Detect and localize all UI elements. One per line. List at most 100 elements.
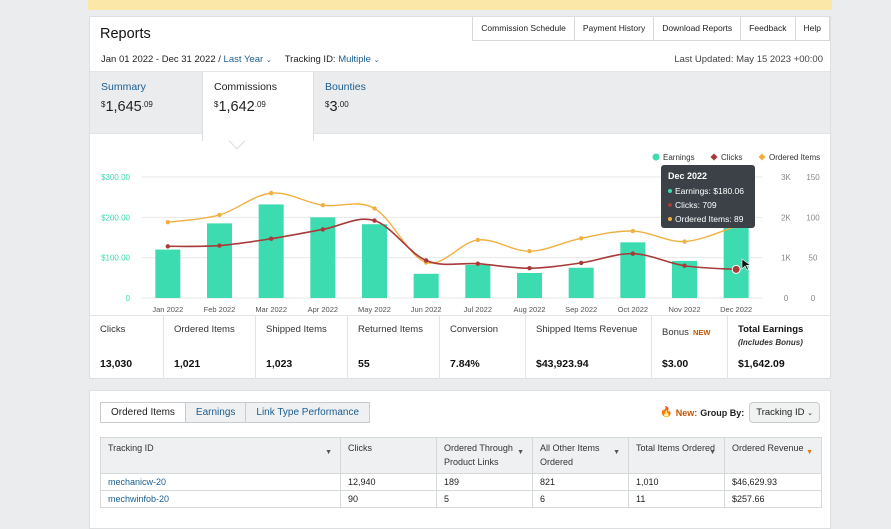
tab-amount: $1,645.09 [101,99,153,115]
stat-returned-items: Returned Items 55 [348,316,440,379]
col-clicks[interactable]: Clicks [340,437,437,474]
clicks-point [475,261,481,266]
stat-label: Conversion [450,324,499,335]
page-title: Reports [100,26,151,42]
stats-row: Clicks 13,030 Ordered Items 1,021 Shipped It… [90,315,830,379]
legend-label: Earnings [663,153,695,162]
stat-value: $3.00 [662,358,689,370]
commission-schedule-button[interactable]: Commission Schedule [472,17,575,41]
tab-amount: $3.00 [325,99,349,115]
clicks-point [527,265,532,271]
ordered-items-point [165,219,171,225]
earnings-bar [362,224,387,298]
table-row: mechanicw-20 12,940 189 821 1,010 $46,629.93 [100,473,822,491]
tab-amount: $1,642.09 [214,99,266,115]
earnings-bar [258,204,284,298]
tab-dollars: 3 [329,99,338,115]
stat-ordered-items: Ordered Items 1,021 [164,316,256,379]
table-cell: 90 [340,490,437,508]
tab-cents: 09 [256,100,266,109]
y-right-clicks-tick-label: 3K [781,173,791,182]
summary-tabs: Summary $1,645.09 Commissions $1,642.09 … [90,71,830,141]
clicks-line [167,218,737,271]
payment-history-button[interactable]: Payment History [573,17,655,41]
subtab-earnings[interactable]: Earnings [184,402,247,423]
tooltip-line: Clicks: 709 [675,200,717,210]
stat-label: Returned Items [358,324,423,335]
stat-value: 7.84% [450,358,480,370]
clicks-point [165,244,171,249]
report-nav: Commission Schedule Payment History Down… [472,17,830,41]
clicks-point [578,260,584,266]
stat-label: Shipped Items Revenue [536,324,638,335]
col-all-other-items[interactable]: All Other Items Ordered ▼ [532,437,629,474]
sort-arrow-icon: ▼ [613,449,620,456]
stat-value: 55 [358,358,370,370]
date-preset-label: Last Year [223,54,264,65]
earnings-bar [568,267,594,298]
table-header-row: Tracking ID ▼ Clicks Ordered Through Prod… [100,437,822,474]
stat-total-earnings: Total Earnings (Includes Bonus) $1,642.09 [728,316,830,379]
tracking-table: Tracking ID ▼ Clicks Ordered Through Prod… [100,437,822,508]
group-by-label: Group By: [700,407,745,418]
stat-sublabel: (Includes Bonus) [738,338,803,347]
download-reports-button[interactable]: Download Reports [653,17,742,41]
ordered-items-point [268,190,274,196]
earnings-bar [620,242,646,298]
col-ordered-through-links[interactable]: Ordered Through Product Links ▼ [436,437,533,474]
stat-conversion: Conversion 7.84% [440,316,526,379]
x-tick-label: Aug 2022 [513,305,545,314]
table-cell: 1,010 [628,473,725,491]
detail-subtabs: Ordered Items Earnings Link Type Perform… [100,402,371,423]
col-ordered-revenue[interactable]: Ordered Revenue ▼ [724,437,822,474]
sort-arrow-icon: ▼ [517,449,524,456]
details-card: Ordered Items Earnings Link Type Perform… [89,390,831,529]
x-tick-label: Oct 2022 [618,305,648,314]
subtab-link-type-performance[interactable]: Link Type Performance [245,402,371,423]
y-right-items-tick-label: 0 [811,294,816,303]
ordered-items-point [578,236,584,241]
col-total-items[interactable]: Total Items Ordered ▼ [628,437,725,474]
chevron-down-icon: ⌄ [807,410,813,417]
table-cell: 189 [436,473,533,491]
tooltip-marker [668,189,672,193]
help-button[interactable]: Help [794,17,830,41]
sort-arrow-icon: ▼ [325,449,332,456]
col-tracking-id[interactable]: Tracking ID ▼ [100,437,341,474]
group-by-select[interactable]: Tracking ID ⌄ [749,402,820,423]
stat-clicks: Clicks 13,030 [90,316,164,379]
date-preset-dropdown[interactable]: Last Year ⌄ [224,54,272,65]
notification-bar [88,0,832,10]
tab-bounties[interactable]: Bounties $3.00 [314,72,414,134]
tracking-id-link[interactable]: mechwinfob-20 [100,490,341,508]
stat-bonus: Bonus NEW $3.00 [652,316,728,379]
tooltip-marker [668,217,672,221]
new-label: New: [675,407,698,418]
tracking-id-link[interactable]: mechanicw-20 [100,473,341,491]
ordered-items-point [217,212,222,218]
tab-cents: 09 [143,100,153,109]
clicks-point [217,243,222,248]
tracking-id-dropdown[interactable]: Multiple ⌄ [338,54,379,65]
reports-card: Reports Commission Schedule Payment Hist… [89,16,831,379]
tab-cents: 00 [339,100,349,109]
col-label: Total Items Ordered [636,443,716,453]
feedback-button[interactable]: Feedback [740,17,796,41]
clicks-point [268,236,274,241]
stat-value: 1,021 [174,358,201,370]
subtab-ordered-items[interactable]: Ordered Items [100,402,186,423]
x-tick-label: Jan 2022 [152,305,183,314]
clicks-point [372,218,377,223]
stat-label: Ordered Items [174,324,235,335]
clicks-point [731,264,741,274]
sort-arrow-icon: ▼ [709,449,716,456]
tab-commissions[interactable]: Commissions $1,642.09 [202,72,314,141]
ordered-items-line [167,192,737,264]
y-right-items-tick-label: 100 [806,213,820,222]
y-left-tick-label: $200.00 [101,213,130,222]
tab-summary[interactable]: Summary $1,645.09 [90,72,202,134]
earnings-bar [155,249,181,298]
legend-label: Clicks [721,153,742,162]
x-tick-label: Jul 2022 [464,305,492,314]
x-tick-label: Nov 2022 [668,305,700,314]
